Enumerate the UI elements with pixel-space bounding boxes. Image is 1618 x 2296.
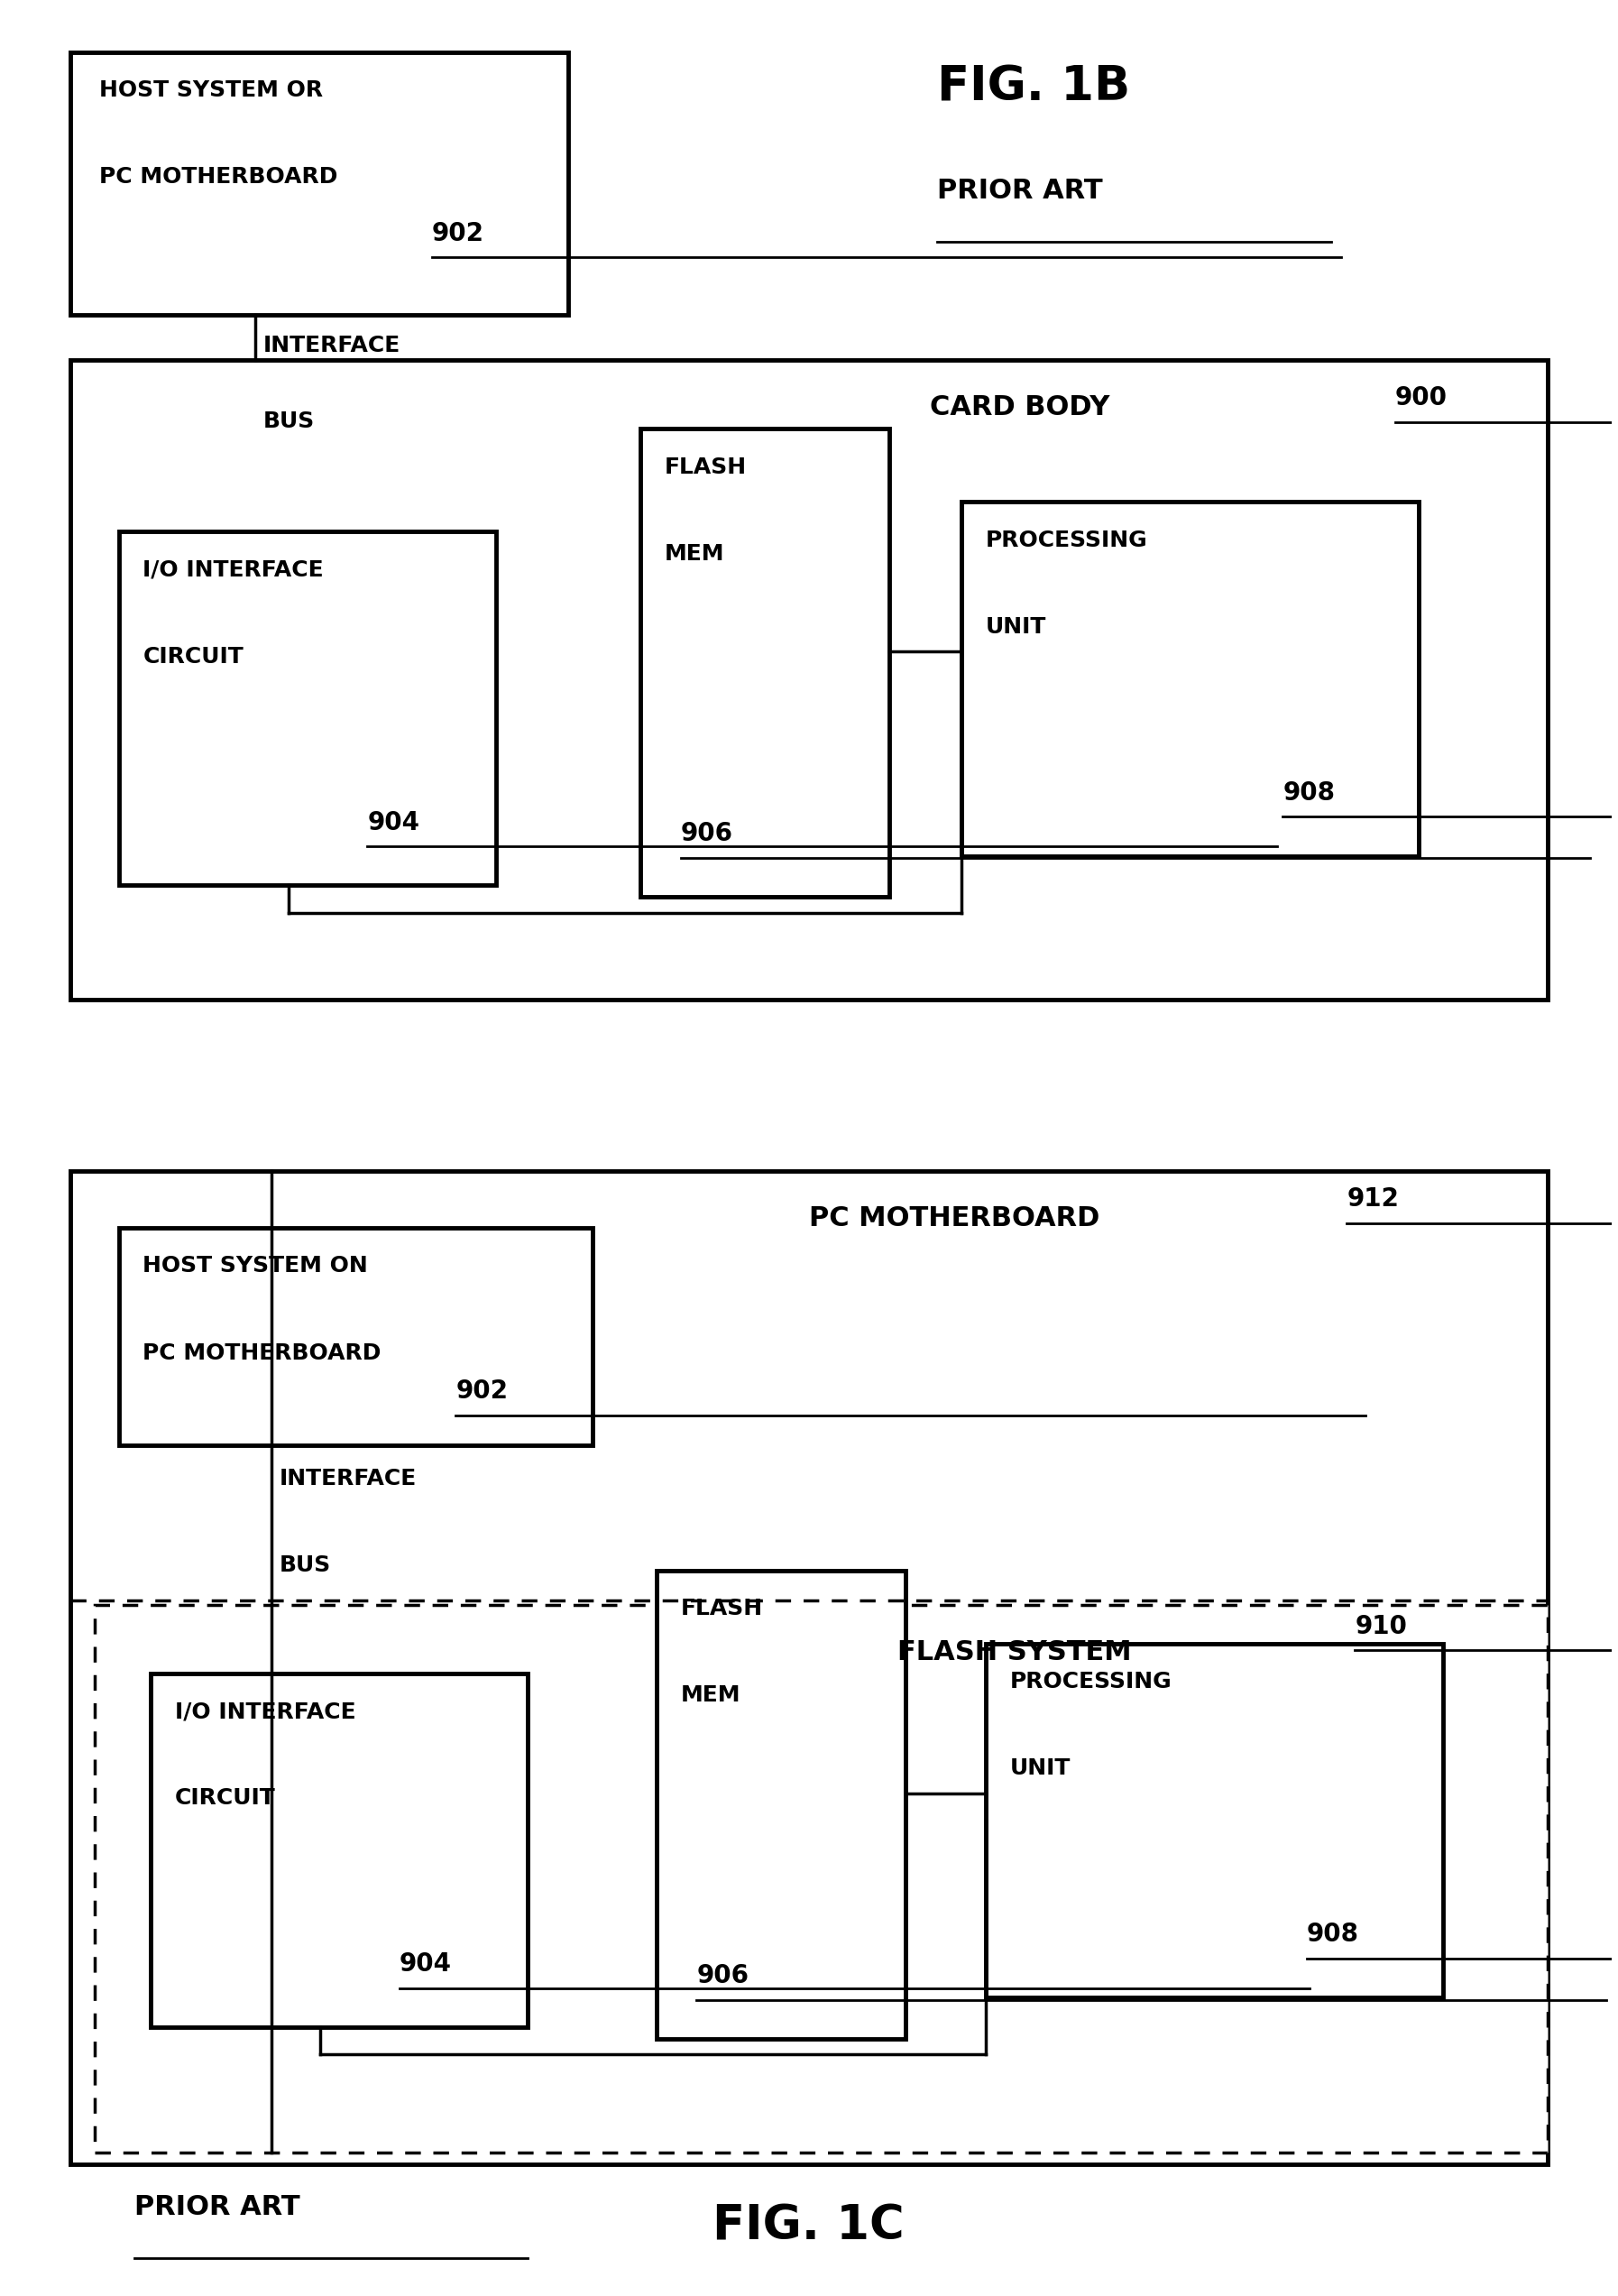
Text: FLASH SYSTEM: FLASH SYSTEM — [898, 1639, 1131, 1665]
Bar — [118, 1228, 592, 1444]
Text: 910: 910 — [1354, 1614, 1408, 1639]
Text: 902: 902 — [456, 1378, 508, 1403]
Text: I/O INTERFACE: I/O INTERFACE — [175, 1701, 356, 1722]
Text: PC MOTHERBOARD: PC MOTHERBOARD — [809, 1205, 1100, 1231]
Text: CIRCUIT: CIRCUIT — [142, 645, 244, 668]
Text: CIRCUIT: CIRCUIT — [175, 1786, 275, 1809]
Text: PRIOR ART: PRIOR ART — [134, 2195, 301, 2220]
Text: PC MOTHERBOARD: PC MOTHERBOARD — [142, 1343, 382, 1364]
Bar — [71, 53, 568, 315]
Text: PC MOTHERBOARD: PC MOTHERBOARD — [99, 165, 338, 188]
Text: 908: 908 — [1283, 781, 1335, 806]
Text: HOST SYSTEM ON: HOST SYSTEM ON — [142, 1256, 367, 1277]
Text: BUS: BUS — [280, 1554, 330, 1575]
Bar — [71, 1171, 1547, 2165]
Text: MEM: MEM — [681, 1685, 741, 1706]
Text: CARD BODY: CARD BODY — [929, 395, 1110, 420]
Text: INTERFACE: INTERFACE — [264, 335, 400, 356]
Bar — [641, 429, 890, 898]
Text: I/O INTERFACE: I/O INTERFACE — [142, 558, 324, 581]
Text: FLASH: FLASH — [681, 1598, 762, 1619]
Bar — [961, 503, 1419, 856]
Text: FLASH: FLASH — [665, 457, 746, 478]
Text: HOST SYSTEM OR: HOST SYSTEM OR — [99, 80, 324, 101]
Text: BUS: BUS — [264, 411, 316, 432]
Text: PROCESSING: PROCESSING — [1010, 1671, 1171, 1692]
Bar — [985, 1644, 1443, 1998]
Bar — [71, 360, 1547, 999]
Text: UNIT: UNIT — [985, 615, 1047, 638]
Bar — [657, 1570, 906, 2039]
Bar — [150, 1674, 527, 2027]
Text: UNIT: UNIT — [1010, 1759, 1071, 1779]
Text: 904: 904 — [400, 1952, 451, 1977]
Text: 906: 906 — [697, 1963, 749, 1988]
Text: FIG. 1B: FIG. 1B — [937, 64, 1131, 110]
Text: 904: 904 — [367, 810, 419, 836]
Text: 912: 912 — [1346, 1187, 1400, 1212]
Text: 902: 902 — [432, 220, 484, 246]
Text: INTERFACE: INTERFACE — [280, 1467, 416, 1490]
Text: FIG. 1C: FIG. 1C — [712, 2202, 904, 2250]
Bar — [94, 1605, 1547, 2154]
Text: 908: 908 — [1307, 1922, 1359, 1947]
Text: MEM: MEM — [665, 542, 725, 565]
Text: 906: 906 — [681, 822, 733, 847]
Bar — [118, 530, 497, 886]
Text: PRIOR ART: PRIOR ART — [937, 177, 1103, 204]
Text: 900: 900 — [1395, 386, 1448, 411]
Text: PROCESSING: PROCESSING — [985, 528, 1147, 551]
